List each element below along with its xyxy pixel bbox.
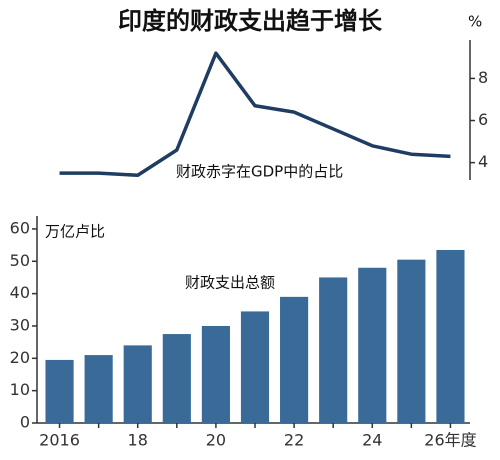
- x-tick-label: 2016: [39, 431, 80, 450]
- y-tick-label: 50: [10, 251, 30, 270]
- bar: [358, 267, 387, 423]
- bar: [123, 345, 152, 423]
- y2-tick-label: 4: [478, 152, 488, 171]
- x-tick-label: 20: [206, 431, 226, 450]
- y-tick-label: 30: [10, 315, 30, 334]
- x-tick-label: 18: [128, 431, 148, 450]
- bar: [201, 325, 230, 423]
- bar: [397, 259, 426, 423]
- x-tick-label: 22: [284, 431, 304, 450]
- y-axis-label: 万亿卢比: [45, 223, 105, 241]
- y2-tick-label: 6: [478, 110, 488, 129]
- x-tick-label: 24: [362, 431, 382, 450]
- y2-axis-label: %: [468, 13, 482, 31]
- bar: [84, 355, 113, 423]
- chart-title: 印度的财政支出趋于增长: [118, 7, 383, 35]
- y-tick-label: 60: [10, 218, 30, 237]
- line-title: 财政赤字在GDP中的占比: [176, 163, 343, 181]
- annotation: 财政支出总额: [185, 274, 275, 292]
- y-tick-label: 20: [10, 348, 30, 367]
- bar: [319, 277, 348, 423]
- bar: [436, 249, 465, 423]
- bar: [280, 296, 309, 423]
- x-tick-label: 26年度: [424, 431, 476, 450]
- line-series: [59, 51, 451, 178]
- bar: [162, 334, 191, 423]
- y2-tick-label: 8: [478, 68, 488, 87]
- bar: [240, 311, 270, 423]
- y-tick-label: 10: [10, 380, 30, 399]
- bar: [45, 359, 74, 423]
- y-tick-label: 0: [20, 413, 30, 432]
- y-tick-label: 40: [10, 283, 30, 302]
